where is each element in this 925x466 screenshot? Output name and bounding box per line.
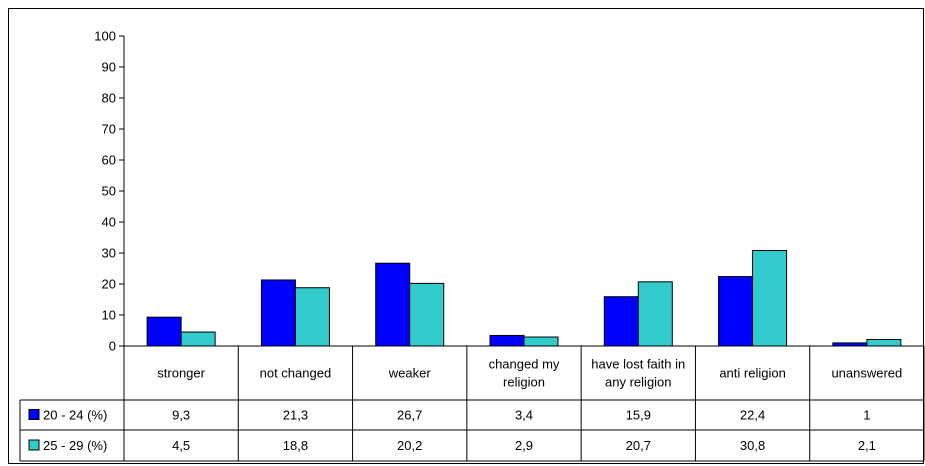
table-value-label: 20,7: [626, 438, 651, 453]
table-value-label: 21,3: [283, 408, 308, 423]
table-value-label: 9,3: [172, 408, 190, 423]
y-tick-label: 50: [102, 184, 116, 199]
table-value-label: 26,7: [397, 408, 422, 423]
bar-series-1: [489, 334, 525, 347]
x-category-label: have lost faith in: [591, 357, 685, 372]
y-tick-label: 60: [102, 153, 116, 168]
y-tick-label: 90: [102, 60, 116, 75]
legend-swatch: [28, 439, 40, 451]
legend-label: 20 - 24 (%): [43, 408, 107, 423]
bar-series-2: [752, 250, 788, 347]
y-tick-label: 0: [109, 339, 116, 354]
legend-label: 25 - 29 (%): [43, 438, 107, 453]
y-tick-label: 30: [102, 246, 116, 261]
x-category-label: any religion: [605, 375, 672, 390]
table-value-label: 1: [863, 408, 870, 423]
bar-series-1: [603, 296, 639, 347]
x-category-label: religion: [503, 375, 545, 390]
table-value-label: 20,2: [397, 438, 422, 453]
table-value-label: 22,4: [740, 408, 765, 423]
legend-swatch: [28, 409, 40, 420]
y-tick-label: 40: [102, 215, 116, 230]
bar-series-2: [409, 282, 445, 347]
bar-series-2: [866, 338, 902, 347]
table-value-label: 4,5: [172, 438, 190, 453]
table-value-label: 18,8: [283, 438, 308, 453]
bar-series-2: [180, 331, 216, 347]
bar-series-1: [375, 262, 411, 347]
table-value-label: 2,9: [515, 438, 533, 453]
bar-series-1: [718, 276, 754, 347]
bar-series-1: [832, 342, 868, 347]
table-value-label: 2,1: [858, 438, 876, 453]
x-category-label: not changed: [260, 366, 332, 381]
bar-series-1: [260, 279, 296, 347]
y-tick-label: 20: [102, 277, 116, 292]
y-tick-label: 100: [94, 29, 116, 44]
x-category-label: weaker: [388, 366, 432, 381]
table-value-label: 15,9: [626, 408, 651, 423]
x-category-label: unanswered: [831, 366, 902, 381]
x-category-label: stronger: [157, 366, 205, 381]
y-tick-label: 10: [102, 308, 116, 323]
table-value-label: 30,8: [740, 438, 765, 453]
x-category-label: changed my: [489, 357, 560, 372]
y-tick-label: 70: [102, 122, 116, 137]
bar-series-2: [294, 287, 330, 347]
bar-series-2: [637, 281, 673, 347]
chart-frame: [8, 8, 924, 464]
bar-series-2: [523, 336, 559, 347]
y-tick-label: 80: [102, 91, 116, 106]
bar-series-1: [146, 316, 182, 347]
x-category-label: anti religion: [719, 366, 786, 381]
table-value-label: 3,4: [515, 408, 533, 423]
